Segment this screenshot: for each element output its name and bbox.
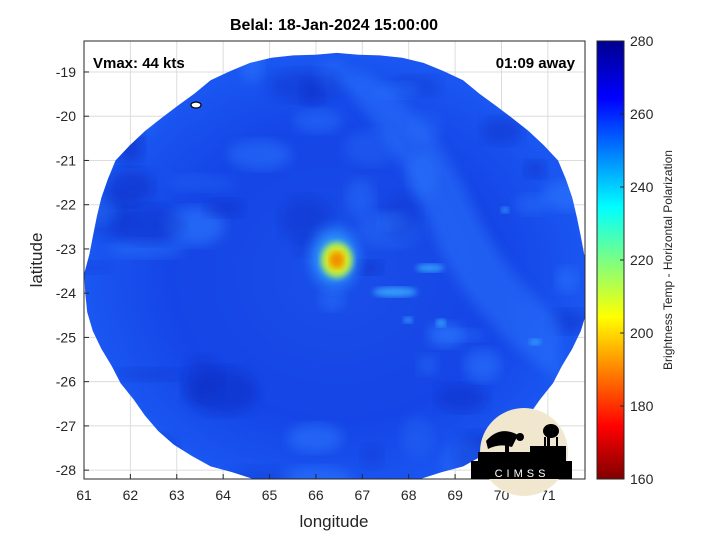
microwave-swath [84,52,585,479]
outer-band [340,70,560,380]
colorbar-tick-label: 200 [630,325,654,341]
y-tick-label: -28 [56,462,76,478]
colorbar-tick-label: 260 [630,106,654,122]
y-tick-label: -22 [56,197,76,213]
colorbar-ticks: 160 180 200 220 240 260 280 [620,33,654,487]
swath-blotch [514,194,549,215]
swath-blotch [225,467,295,479]
swath-blotch [524,160,546,178]
time-offset-label: 01:09 away [496,55,576,72]
x-tick-label: 68 [401,487,417,503]
swath-blotch [417,354,439,376]
x-tick-label: 62 [123,487,139,503]
eye-core [329,252,344,268]
colorbar-tick-label: 240 [630,179,654,195]
island-contour [190,101,202,109]
vmax-label: Vmax: 44 kts [93,55,185,72]
x-tick-label: 69 [447,487,463,503]
logo-dish-icon [486,431,518,449]
y-tick-label: -20 [56,108,76,124]
swath-blotch [383,192,422,240]
rainband-streak [501,207,509,213]
y-tick-label: -19 [56,64,76,80]
rainband-streak [529,339,541,345]
swath-blotch [107,169,154,206]
swath-blotch [293,109,343,133]
swath-blotch [427,322,464,348]
colorbar-tick-label: 160 [630,471,654,487]
logo-ground [471,461,572,479]
y-tick-label: -27 [56,418,76,434]
rainbands [373,207,541,345]
swath-blotch [361,444,383,468]
rainband-streak [373,287,417,297]
y-axis-label: latitude [27,233,46,288]
y-tick-label: -23 [56,241,76,257]
axes-frame [83,40,586,480]
figure-title: Belal: 18-Jan-2024 15:00:00 [230,17,438,34]
logo-text: CIMSS [495,468,550,480]
y-axis-ticks: -19 -20 -21 -22 -23 -24 -25 -26 -27 -28 [56,64,89,478]
rainband-streak [403,317,413,323]
y-tick-label: -21 [56,152,76,168]
swath-blotch [205,199,245,218]
x-tick-label: 66 [308,487,324,503]
swath-blotch [279,466,353,479]
swath-blotch [168,174,236,192]
swath-blotch [183,357,223,402]
x-tick-label: 64 [215,487,231,503]
swath-blotch [463,348,501,382]
colorbar [596,40,625,480]
logo-tower-icon [543,424,559,438]
swath-blotch [84,261,111,274]
x-axis-ticks: 61 62 63 64 65 66 67 68 69 70 71 [76,474,556,503]
swath-blotch [482,117,523,145]
x-axis-label: longitude [299,512,368,531]
x-tick-label: 63 [169,487,185,503]
logo-building [478,446,566,461]
colorbar-tick-label: 180 [630,398,654,414]
swath-blotch [227,139,292,170]
swath-blotch [287,423,343,453]
x-tick-label: 67 [355,487,371,503]
swath-blotch [108,239,186,258]
cimss-logo: CIMSS [471,408,572,496]
rainband-streak [436,319,446,327]
swath-blotch [114,367,186,381]
swath-blotch [267,69,347,102]
y-tick-label: -26 [56,374,76,390]
x-tick-label: 65 [262,487,278,503]
swath-blotch [113,205,184,245]
colorbar-tick-label: 220 [630,252,654,268]
y-tick-label: -24 [56,285,76,301]
swath-blotch [400,415,434,458]
colorbar-tick-label: 280 [630,33,654,49]
swath-blotch [555,266,579,293]
x-tick-label: 61 [76,487,92,503]
rainband-streak [416,264,444,272]
swath-blotch [345,178,375,219]
colorbar-label: Brightness Temp - Horizontal Polarizatio… [661,150,675,370]
y-tick-label: -25 [56,329,76,345]
swath-blotch [437,384,488,413]
